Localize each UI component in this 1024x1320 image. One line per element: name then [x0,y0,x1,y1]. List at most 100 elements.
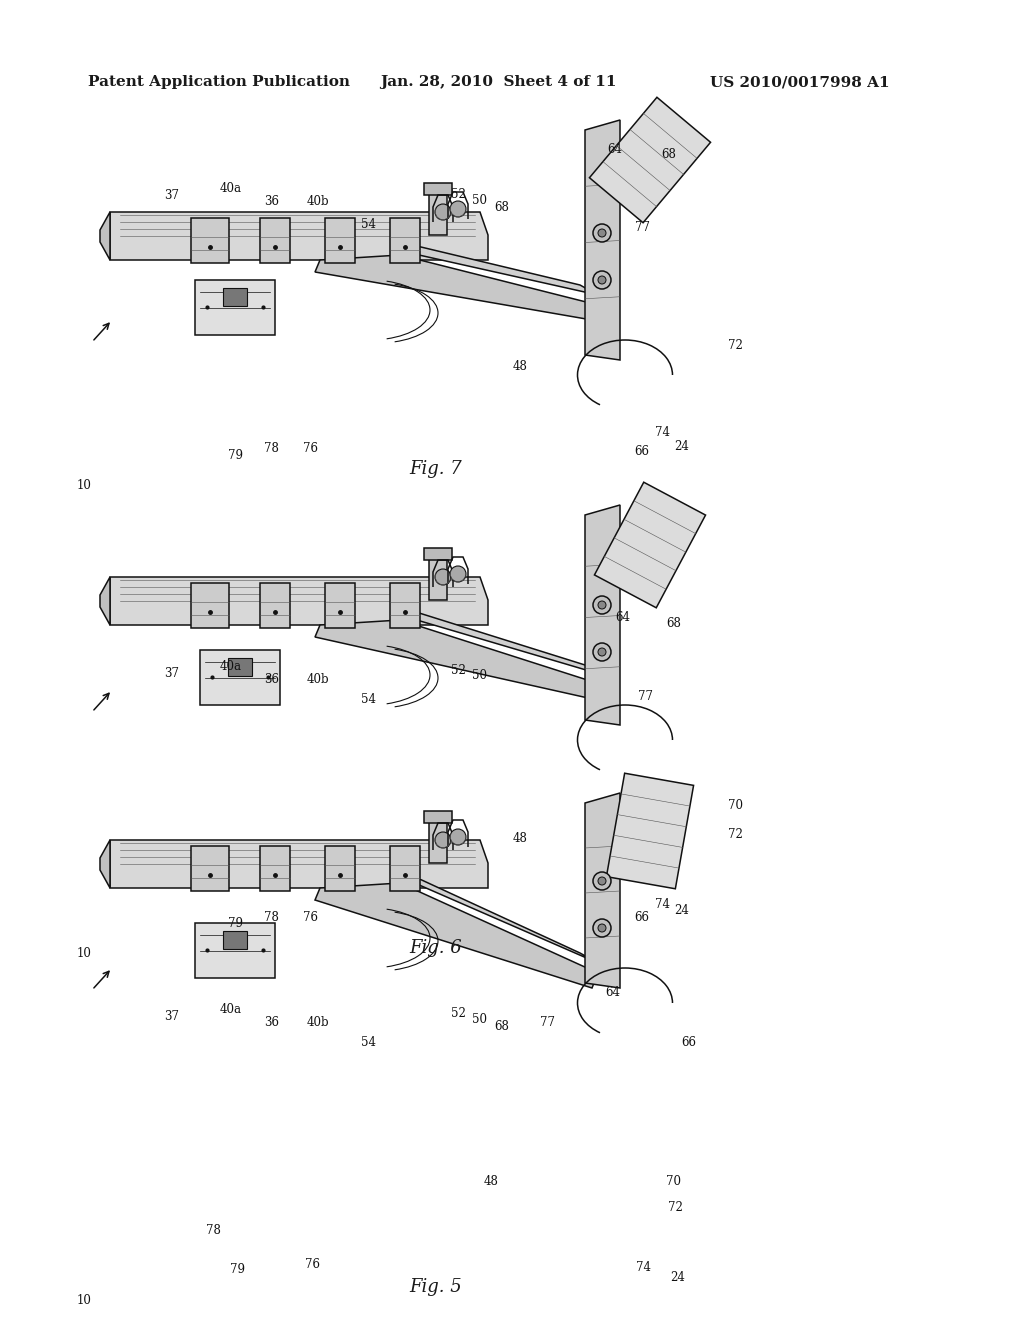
Polygon shape [100,213,110,260]
Circle shape [598,924,606,932]
FancyBboxPatch shape [390,846,420,891]
Text: 24: 24 [675,440,689,453]
Text: 54: 54 [361,693,376,706]
FancyBboxPatch shape [223,931,247,949]
Text: 78: 78 [206,1224,220,1237]
Circle shape [435,832,451,847]
Circle shape [450,566,466,582]
Text: 37: 37 [165,667,179,680]
Text: 52: 52 [452,1007,466,1020]
Text: 70: 70 [667,1175,681,1188]
Polygon shape [400,242,598,294]
Circle shape [450,201,466,216]
Text: 76: 76 [303,442,317,455]
Circle shape [598,601,606,609]
Text: Fig. 7: Fig. 7 [409,459,462,478]
Text: 76: 76 [303,911,317,924]
Text: 77: 77 [635,220,649,234]
Polygon shape [400,870,598,964]
Circle shape [598,276,606,284]
FancyBboxPatch shape [200,649,280,705]
FancyBboxPatch shape [260,583,290,628]
FancyBboxPatch shape [429,558,447,601]
Text: 74: 74 [655,426,670,440]
FancyBboxPatch shape [325,583,355,628]
Circle shape [593,271,611,289]
Text: 68: 68 [495,201,509,214]
Text: 36: 36 [264,195,279,209]
Text: 72: 72 [669,1201,683,1214]
FancyBboxPatch shape [325,218,355,263]
Text: 66: 66 [635,911,649,924]
Polygon shape [400,607,603,675]
Polygon shape [110,213,488,260]
Polygon shape [315,620,603,700]
Text: 70: 70 [728,799,742,812]
Text: 64: 64 [615,611,630,624]
FancyBboxPatch shape [191,846,229,891]
Text: 50: 50 [472,669,486,682]
Text: 77: 77 [638,690,652,704]
Circle shape [593,224,611,242]
FancyBboxPatch shape [191,218,229,263]
FancyBboxPatch shape [223,288,247,306]
FancyBboxPatch shape [195,923,275,978]
FancyBboxPatch shape [424,548,452,560]
FancyBboxPatch shape [390,218,420,263]
Text: 24: 24 [675,904,689,917]
Text: 68: 68 [667,616,681,630]
Polygon shape [585,793,620,987]
Text: 10: 10 [77,1294,91,1307]
FancyBboxPatch shape [260,846,290,891]
Circle shape [450,829,466,845]
Text: 72: 72 [728,828,742,841]
Circle shape [598,648,606,656]
Circle shape [593,919,611,937]
Text: 40a: 40a [219,1003,242,1016]
FancyBboxPatch shape [390,583,420,628]
Polygon shape [595,482,706,607]
Text: 40b: 40b [306,673,329,686]
Text: 72: 72 [728,339,742,352]
Circle shape [593,597,611,614]
Text: 36: 36 [264,673,279,686]
Text: 68: 68 [495,1020,509,1034]
Circle shape [598,876,606,884]
Polygon shape [585,506,620,725]
Text: 24: 24 [671,1271,685,1284]
Text: 76: 76 [305,1258,319,1271]
Text: 64: 64 [607,143,622,156]
Polygon shape [110,577,488,624]
Text: 40a: 40a [219,182,242,195]
Text: 50: 50 [472,194,486,207]
Text: 54: 54 [361,218,376,231]
Text: 74: 74 [655,898,670,911]
Text: 68: 68 [662,148,676,161]
Circle shape [435,205,451,220]
FancyBboxPatch shape [195,280,275,335]
FancyBboxPatch shape [191,583,229,628]
Circle shape [593,873,611,890]
Polygon shape [315,255,598,319]
Text: 48: 48 [513,360,527,374]
Text: 64: 64 [605,986,620,999]
Text: 77: 77 [541,1016,555,1030]
Text: 78: 78 [264,911,279,924]
Circle shape [598,228,606,238]
Text: 10: 10 [77,479,91,492]
Polygon shape [110,840,488,888]
Polygon shape [315,883,598,987]
Text: 48: 48 [484,1175,499,1188]
Text: 10: 10 [77,946,91,960]
FancyBboxPatch shape [424,810,452,822]
Text: 74: 74 [636,1261,650,1274]
Text: 48: 48 [513,832,527,845]
Text: 40b: 40b [306,195,329,209]
Text: 66: 66 [682,1036,696,1049]
FancyBboxPatch shape [424,183,452,195]
Text: 37: 37 [165,1010,179,1023]
FancyBboxPatch shape [228,657,252,676]
Text: 52: 52 [452,664,466,677]
Circle shape [435,569,451,585]
Polygon shape [590,98,711,223]
